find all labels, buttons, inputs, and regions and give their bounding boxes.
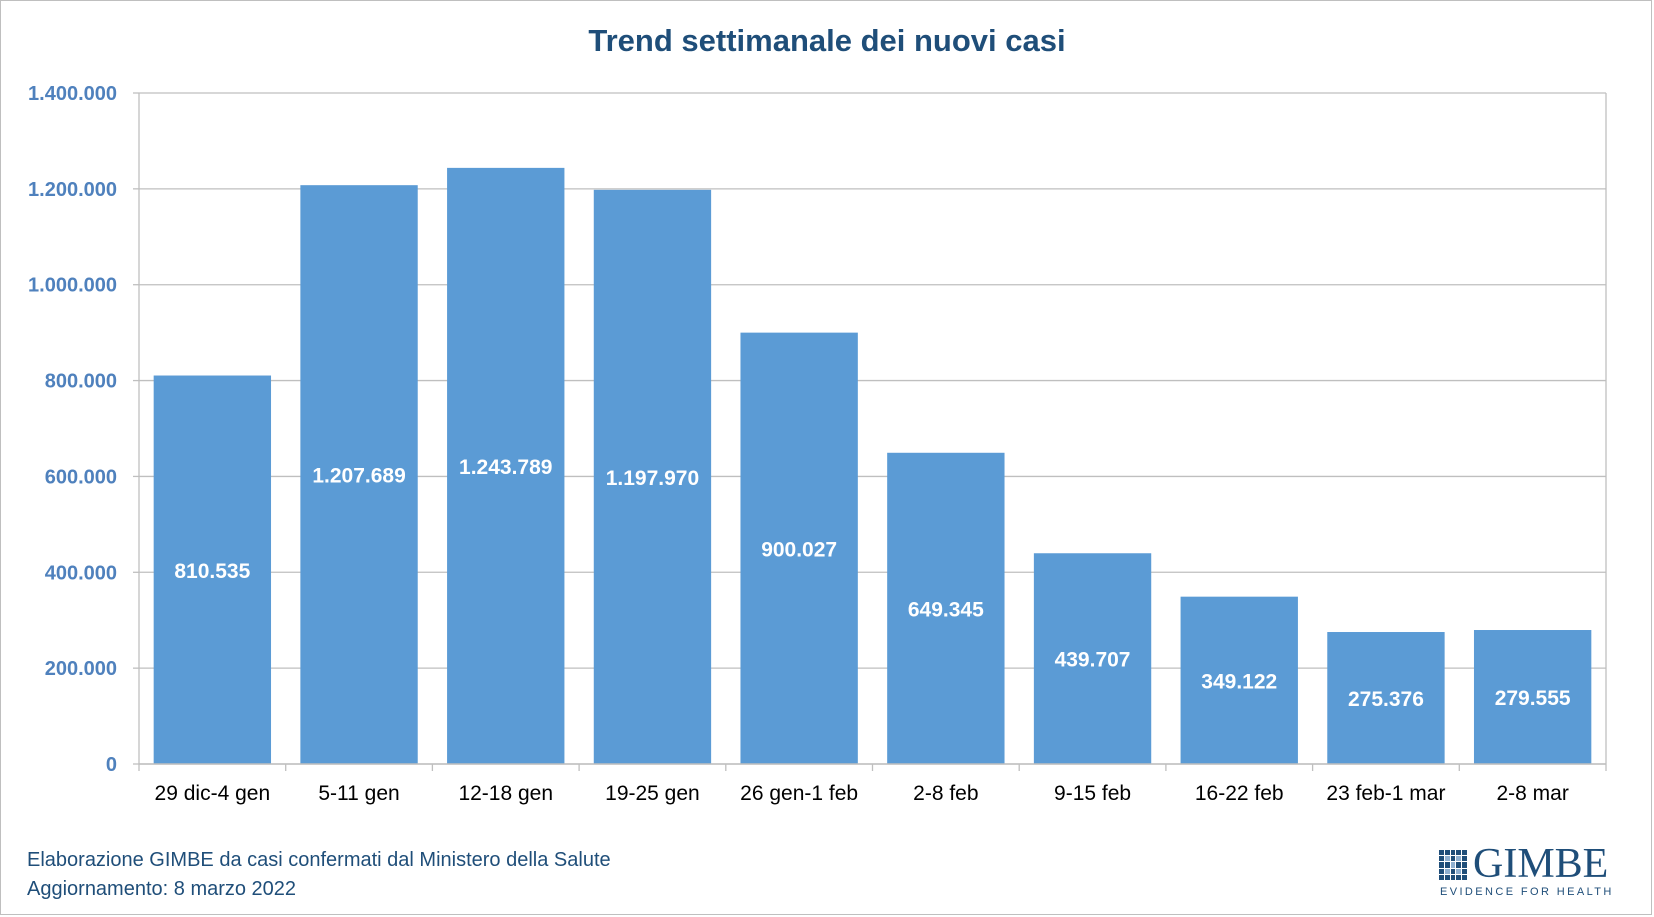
data-label: 810.535 bbox=[174, 560, 250, 583]
x-tick-label: 2-8 feb bbox=[913, 782, 978, 805]
y-tick-label: 0 bbox=[106, 754, 117, 776]
data-label: 1.197.970 bbox=[606, 467, 699, 490]
bar bbox=[447, 167, 565, 765]
y-tick-label: 800.000 bbox=[45, 371, 117, 393]
x-tick-label: 23 feb-1 mar bbox=[1326, 782, 1445, 805]
y-tick-label: 200.000 bbox=[45, 658, 117, 680]
footer-source: Elaborazione GIMBE da casi confermati da… bbox=[27, 849, 611, 871]
bar bbox=[593, 189, 712, 765]
bar bbox=[1327, 632, 1445, 764]
bar bbox=[887, 452, 1005, 764]
x-tick-label: 2-8 mar bbox=[1496, 782, 1568, 805]
data-label: 279.555 bbox=[1495, 687, 1571, 710]
bar bbox=[300, 185, 418, 764]
y-tick-label: 600.000 bbox=[45, 466, 117, 488]
bar bbox=[740, 332, 858, 764]
data-label: 1.243.789 bbox=[459, 456, 552, 479]
logo-tagline: EVIDENCE FOR HEALTH bbox=[1440, 886, 1614, 898]
y-axis: 0 200.000 400.000 600.000 800.000 1.000.000 1.… bbox=[28, 83, 1607, 776]
bar bbox=[1473, 630, 1592, 764]
bar bbox=[153, 375, 272, 764]
chart-title: Trend settimanale dei nuovi casi bbox=[588, 23, 1065, 58]
gimbe-logo: GIMBE EVIDENCE FOR HEALTH bbox=[1438, 841, 1614, 901]
y-tick-label: 1.000.000 bbox=[28, 275, 117, 297]
data-label: 649.345 bbox=[908, 598, 984, 621]
data-label: 1.207.689 bbox=[312, 465, 405, 488]
y-tick-label: 1.200.000 bbox=[28, 179, 117, 201]
x-tick-label: 5-11 gen bbox=[318, 782, 399, 805]
bar bbox=[1180, 596, 1298, 764]
x-tick-label: 9-15 feb bbox=[1054, 782, 1131, 805]
x-tick-label: 26 gen-1 feb bbox=[740, 782, 858, 805]
x-axis: 29 dic-4 gen 5-11 gen 12-18 gen 19-25 gen 26… bbox=[138, 763, 1607, 805]
x-tick-label: 16-22 feb bbox=[1195, 782, 1284, 805]
logo-wordmark: GIMBE bbox=[1473, 841, 1609, 887]
x-tick-label: 29 dic-4 gen bbox=[155, 782, 271, 805]
y-tick-label: 400.000 bbox=[45, 562, 117, 584]
data-labels: 810.535 1.207.689 1.243.789 1.197.970 900.02… bbox=[174, 456, 1571, 711]
bars bbox=[153, 167, 1592, 765]
footer-update-date: Aggiornamento: 8 marzo 2022 bbox=[27, 878, 297, 900]
data-label: 900.027 bbox=[761, 538, 837, 561]
data-label: 439.707 bbox=[1055, 649, 1131, 672]
data-label: 349.122 bbox=[1201, 670, 1277, 693]
y-tick-label: 1.400.000 bbox=[28, 83, 117, 105]
x-tick-label: 12-18 gen bbox=[458, 782, 553, 805]
bar bbox=[1033, 553, 1152, 764]
data-label: 275.376 bbox=[1348, 688, 1424, 711]
gimbe-grid-icon bbox=[1439, 850, 1467, 880]
x-tick-label: 19-25 gen bbox=[605, 782, 700, 805]
